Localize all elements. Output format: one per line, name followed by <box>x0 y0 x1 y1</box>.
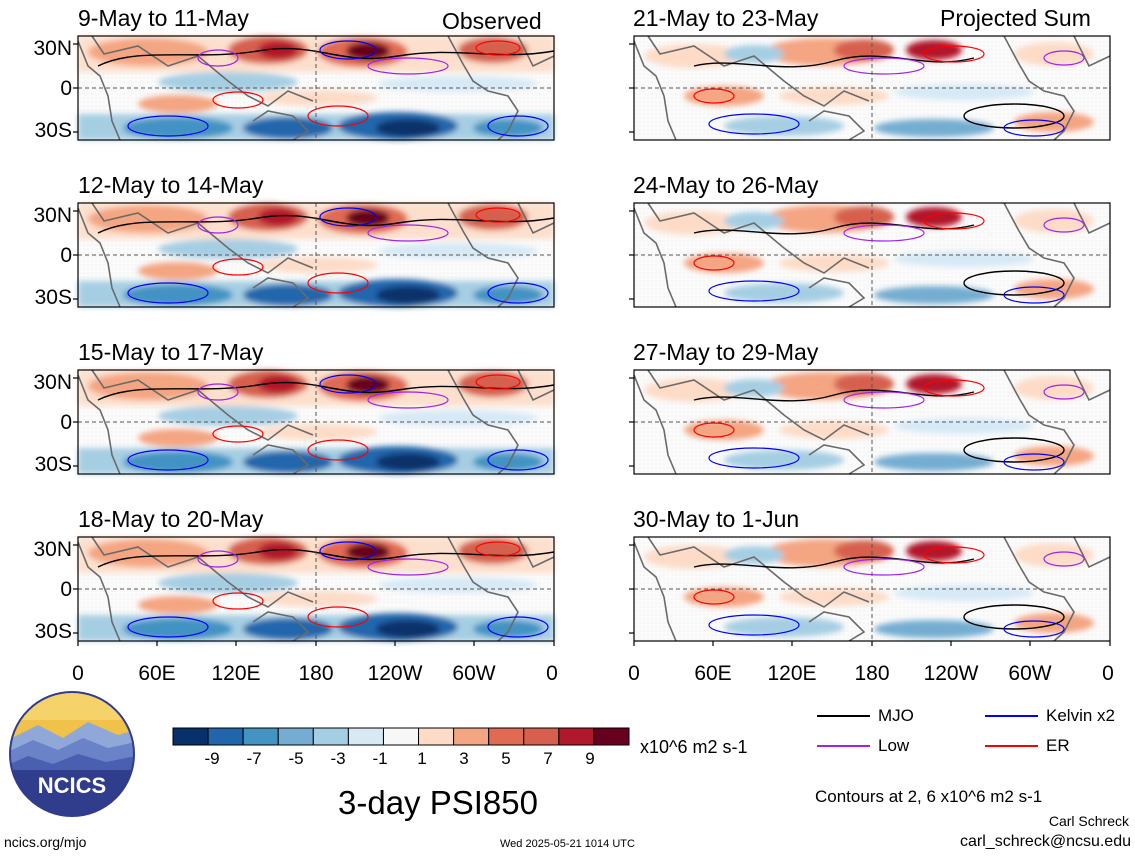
lon-label-120w: 120W <box>367 662 423 685</box>
lat-label-30n: 30N <box>33 204 72 227</box>
colorbar-swatch <box>593 727 630 746</box>
lon-label-0-end: 0 <box>1102 662 1114 685</box>
lon-label-180: 180 <box>298 662 334 685</box>
lon-label-0: 0 <box>72 662 84 685</box>
colorbar-swatch <box>418 727 455 746</box>
lat-label-30s: 30S <box>34 453 72 476</box>
colorbar-tick-label: -7 <box>246 749 262 768</box>
lon-label-60e: 60E <box>694 662 732 685</box>
colorbar-tick-label: -9 <box>204 749 220 768</box>
colorbar-swatch <box>523 727 560 746</box>
map-panels <box>0 0 1135 646</box>
colorbar-tick-label: -3 <box>330 749 346 768</box>
colorbar-swatch <box>558 727 595 746</box>
colorbar-swatch <box>453 727 490 746</box>
projected-panel-4-title: 30-May to 1-Jun <box>633 506 800 532</box>
legend-label-mjo: MJO <box>878 706 914 725</box>
observed-panel-2-title: 12-May to 14-May <box>78 172 264 198</box>
colorbar-swatch <box>242 727 279 746</box>
legend-label-low: Low <box>878 736 910 755</box>
lon-label-0-end: 0 <box>546 662 558 685</box>
observed-panel-3-title: 15-May to 17-May <box>78 339 264 365</box>
colorbar-tick-label: 7 <box>543 749 553 768</box>
lat-label-30n: 30N <box>33 538 72 561</box>
colorbar-tick-label: -1 <box>372 749 388 768</box>
lon-label-180: 180 <box>854 662 890 685</box>
colorbar-swatch <box>347 727 384 746</box>
lon-label-60w: 60W <box>452 662 496 685</box>
lon-label-0: 0 <box>628 662 640 685</box>
contours-note: Contours at 2, 6 x10^6 m2 s-1 <box>815 787 1043 806</box>
projected-label: Projected Sum <box>940 5 1091 31</box>
observed-map-3 <box>73 370 554 474</box>
ncics-logo: NCICS <box>9 691 135 817</box>
projected-panel-2-title: 24-May to 26-May <box>633 172 819 198</box>
projected-panel-3-title: 27-May to 29-May <box>633 339 819 365</box>
legend-label-er: ER <box>1046 736 1070 755</box>
lon-label-120e: 120E <box>767 662 817 685</box>
lat-label-eq: 0 <box>60 411 72 434</box>
colorbar-swatch <box>488 727 525 746</box>
lat-label-30s: 30S <box>34 620 72 643</box>
logo-text: NCICS <box>38 773 106 798</box>
lat-label-30s: 30S <box>34 286 72 309</box>
footer-timestamp: Wed 2025-05-21 1014 UTC <box>500 838 635 850</box>
legend-lines <box>817 715 1038 747</box>
colorbar <box>172 727 630 746</box>
projected-map-3 <box>629 370 1110 474</box>
projected-map-4 <box>629 537 1110 641</box>
observed-label: Observed <box>442 8 542 34</box>
colorbar-tick-label: 5 <box>501 749 511 768</box>
colorbar-swatch <box>312 727 349 746</box>
colorbar-tick-label: -5 <box>288 749 304 768</box>
legend-label-kelvin: Kelvin x2 <box>1046 706 1115 725</box>
observed-map-2 <box>73 203 554 307</box>
main-title: 3-day PSI850 <box>338 784 538 821</box>
lon-label-60e: 60E <box>138 662 176 685</box>
colorbar-swatch <box>207 727 244 746</box>
projected-map-1 <box>629 36 1110 140</box>
projected-panel-1-title: 21-May to 23-May <box>633 5 819 31</box>
colorbar-tick-label: 1 <box>417 749 427 768</box>
lat-label-eq: 0 <box>60 77 72 100</box>
footer-url: ncics.org/mjo <box>4 834 87 850</box>
observed-map-1 <box>73 36 554 140</box>
lat-label-30n: 30N <box>33 371 72 394</box>
lat-label-eq: 0 <box>60 578 72 601</box>
lon-label-120e: 120E <box>211 662 261 685</box>
colorbar-swatch <box>172 727 209 746</box>
footer-author: Carl Schreck <box>1048 813 1129 829</box>
lat-label-30s: 30S <box>34 119 72 142</box>
colorbar-units: x10^6 m2 s-1 <box>640 737 748 757</box>
projected-map-2 <box>629 203 1110 307</box>
colorbar-tick-label: 3 <box>459 749 469 768</box>
colorbar-tick-label: 9 <box>585 749 595 768</box>
colorbar-swatch <box>277 727 314 746</box>
lon-label-60w: 60W <box>1008 662 1052 685</box>
lat-label-30n: 30N <box>33 37 72 60</box>
observed-map-4 <box>73 537 554 641</box>
footer-email: carl_schreck@ncsu.edu <box>960 833 1131 850</box>
lat-label-eq: 0 <box>60 244 72 267</box>
lon-label-120w: 120W <box>923 662 979 685</box>
colorbar-swatch <box>382 727 420 746</box>
observed-panel-4-title: 18-May to 20-May <box>78 506 264 532</box>
observed-panel-1-title: 9-May to 11-May <box>78 5 249 31</box>
